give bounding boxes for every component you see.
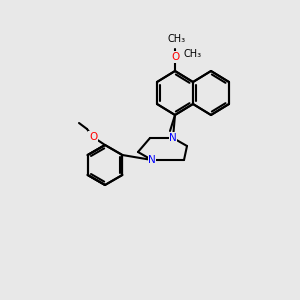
Text: N: N — [148, 155, 156, 165]
Text: N: N — [169, 133, 177, 143]
Text: CH₃: CH₃ — [183, 49, 201, 59]
Text: CH₃: CH₃ — [168, 34, 186, 44]
Text: O: O — [171, 52, 179, 62]
Text: O: O — [89, 132, 97, 142]
